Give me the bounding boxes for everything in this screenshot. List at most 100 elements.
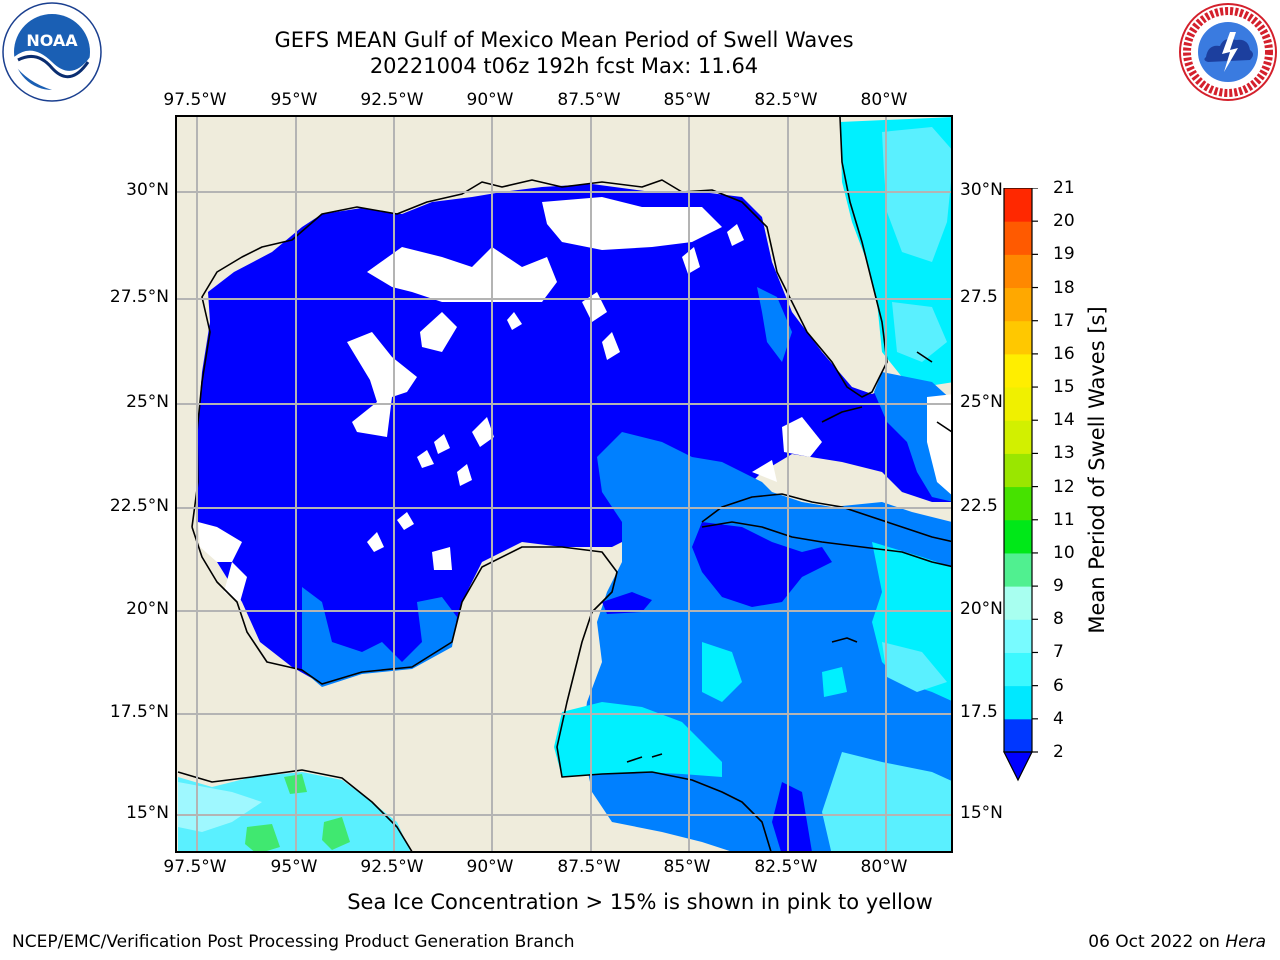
y-tick-right: 27.5 — [960, 287, 998, 307]
colorbar-tick-label: 8 — [1053, 609, 1064, 630]
colorbar-segment — [1004, 188, 1032, 222]
nodata-patch — [198, 522, 242, 562]
nodata-patch — [347, 332, 417, 437]
yucatan-coastline — [191, 526, 772, 851]
bahamas-nodata — [927, 394, 951, 495]
nodata-patch — [682, 247, 700, 274]
y-tick-left: 27.5°N — [109, 287, 169, 307]
nodata-patch — [782, 417, 822, 457]
footer-host: Hera — [1225, 932, 1266, 952]
x-tick-top: 97.5°W — [163, 90, 227, 110]
nodata-patch — [420, 312, 457, 352]
y-tick-right: 17.5 — [960, 702, 998, 722]
x-tick-bottom: 95°W — [270, 857, 318, 877]
y-tick-left: 17.5°N — [109, 702, 169, 722]
nodata-patch — [224, 562, 247, 602]
colorbar-tick-label: 19 — [1053, 244, 1075, 265]
pacific-green-patch — [322, 817, 350, 850]
x-tick-bottom: 80°W — [860, 857, 908, 877]
pacific-pale-region — [178, 772, 411, 851]
colorbar-label: Mean Period of Swell Waves [s] — [1085, 306, 1109, 634]
gulf-coastline — [191, 117, 888, 528]
x-tick-bottom: 92.5°W — [360, 857, 424, 877]
coastlines — [177, 117, 951, 851]
caribbean-light-region — [554, 702, 722, 777]
colorbar-tick-label: 20 — [1053, 211, 1075, 232]
nodata-patch — [434, 434, 450, 454]
x-tick-top: 92.5°W — [360, 90, 424, 110]
x-tick-bottom: 97.5°W — [163, 857, 227, 877]
nodata-patch — [542, 197, 722, 250]
map-panel — [175, 115, 953, 853]
x-tick-top: 87.5°W — [557, 90, 621, 110]
colorbar-segment — [1004, 519, 1032, 554]
sea-field — [178, 117, 951, 851]
pacific-coastline — [177, 769, 413, 851]
cuba-coastline — [701, 521, 951, 568]
cuba-coastline — [701, 493, 951, 543]
y-tick-left: 15°N — [126, 803, 169, 823]
jamaica-coastline — [831, 637, 858, 643]
colorbar-segment — [1004, 254, 1032, 289]
colorbar-tick-label: 17 — [1053, 310, 1075, 331]
florida-keys — [821, 406, 863, 423]
nodata-patch — [397, 512, 414, 530]
colorbar-segment — [1004, 586, 1032, 620]
nodata-patch — [472, 417, 494, 447]
chart-title: GEFS MEAN Gulf of Mexico Mean Period of … — [274, 28, 854, 52]
x-tick-top: 85°W — [663, 90, 711, 110]
colorbar — [1003, 188, 1038, 782]
colorbar-frame — [1003, 188, 1033, 753]
y-tick-right: 20°N — [960, 599, 1003, 619]
colorbar-tick-label: 4 — [1053, 708, 1064, 729]
nodata-patch — [752, 460, 777, 482]
y-tick-right: 30°N — [960, 180, 1003, 200]
colorbar-tick-label: 18 — [1053, 277, 1075, 298]
nodata-patch — [417, 450, 434, 468]
colorbar-tick-label: 7 — [1053, 642, 1064, 663]
y-tick-left: 25°N — [126, 392, 169, 412]
colorbar-tick-label: 21 — [1053, 178, 1075, 198]
y-tick-right: 15°N — [960, 803, 1003, 823]
svg-text:NOAA: NOAA — [26, 31, 78, 50]
atlantic-pale-region — [882, 127, 951, 262]
nodata-patch — [602, 332, 620, 360]
colorbar-segment — [1004, 685, 1032, 720]
colorbar-segment — [1004, 619, 1032, 653]
y-tick-right: 25°N — [960, 392, 1003, 412]
x-tick-bottom: 85°W — [663, 857, 711, 877]
footer-date: 06 Oct 2022 on Hera — [1088, 932, 1266, 952]
colorbar-tick-label: 6 — [1053, 675, 1064, 696]
x-tick-bottom: 82.5°W — [754, 857, 818, 877]
graticule — [177, 117, 951, 851]
sea-ice-note: Sea Ice Concentration > 15% is shown in … — [347, 890, 933, 914]
colorbar-segment — [1004, 718, 1032, 753]
y-tick-right: 22.5 — [960, 496, 998, 516]
nws-logo — [1178, 2, 1278, 102]
x-tick-top: 95°W — [270, 90, 318, 110]
caribbean-dark-region — [772, 782, 812, 851]
nodata-patch — [727, 224, 744, 246]
x-tick-top: 80°W — [860, 90, 908, 110]
x-tick-bottom: 87.5°W — [557, 857, 621, 877]
atlantic-pale-region — [892, 302, 947, 362]
colorbar-segment — [1004, 652, 1032, 687]
chart-subtitle: 20221004 t06z 192h fcst Max: 11.64 — [369, 54, 759, 78]
colorbar-segment — [1004, 453, 1032, 488]
colorbar-segment — [1004, 552, 1032, 587]
y-tick-left: 30°N — [126, 180, 169, 200]
colorbar-under-extension — [1003, 751, 1033, 782]
pacific-green-patch — [245, 824, 280, 851]
caribbean-dark-region — [602, 592, 652, 614]
caribbean-light-region — [822, 667, 847, 697]
colorbar-segment — [1004, 221, 1032, 255]
y-tick-left: 22.5°N — [109, 496, 169, 516]
colorbar-tick-label: 12 — [1053, 476, 1075, 497]
colorbar-segment — [1004, 387, 1032, 421]
colorbar-tick-label: 9 — [1053, 576, 1064, 597]
colorbar-tick-label: 16 — [1053, 343, 1075, 364]
pacific-paler-region — [178, 782, 262, 832]
x-tick-bottom: 90°W — [466, 857, 514, 877]
caribbean-light-region — [702, 642, 742, 702]
nodata-patch — [457, 464, 472, 486]
